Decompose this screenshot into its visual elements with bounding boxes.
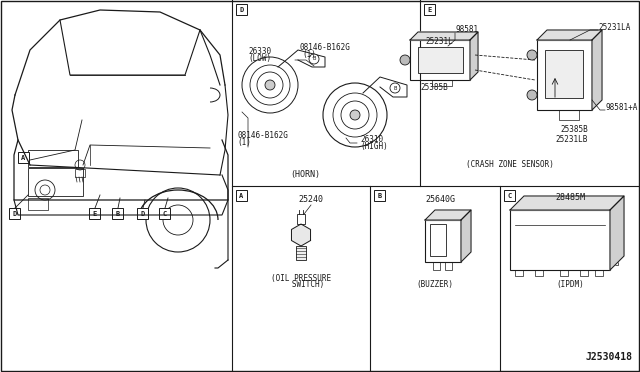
Circle shape [350, 110, 360, 120]
Circle shape [265, 80, 275, 90]
Bar [610, 228, 618, 237]
Text: 28485M: 28485M [555, 193, 585, 202]
Bar [610, 242, 618, 251]
Bar [424, 4, 435, 15]
Text: 26310: 26310 [360, 135, 383, 144]
Text: B: B [378, 192, 381, 199]
Bar [75, 169, 85, 177]
Polygon shape [291, 224, 310, 246]
Bar [18, 152, 29, 163]
Polygon shape [470, 32, 478, 80]
Bar [236, 4, 247, 15]
Text: (HIGH): (HIGH) [360, 142, 388, 151]
Text: SWITCH): SWITCH) [278, 280, 324, 289]
Text: (1): (1) [237, 138, 251, 147]
Text: 26330: 26330 [248, 48, 271, 57]
Text: (IPDM): (IPDM) [556, 280, 584, 289]
Text: D: D [140, 211, 145, 217]
Text: D: D [239, 6, 244, 13]
Bar [432, 80, 452, 86]
Text: 08146-B162G: 08146-B162G [237, 131, 288, 140]
Bar [297, 214, 305, 224]
Polygon shape [537, 30, 602, 40]
Circle shape [400, 55, 410, 65]
Text: (BUZZER): (BUZZER) [417, 280, 454, 289]
Bar [545, 50, 583, 98]
Bar [535, 270, 543, 276]
Text: C: C [508, 192, 511, 199]
Text: (OIL PRESSURE: (OIL PRESSURE [271, 273, 331, 282]
Bar [515, 270, 523, 276]
Polygon shape [425, 210, 471, 220]
Text: 25231L: 25231L [425, 38, 452, 46]
Bar [9, 208, 20, 219]
Bar [236, 190, 247, 201]
Bar [425, 220, 461, 262]
Polygon shape [461, 210, 471, 262]
Text: B: B [394, 86, 397, 90]
Bar [89, 208, 100, 219]
Text: 25231LB: 25231LB [555, 135, 588, 144]
Bar [374, 190, 385, 201]
Text: B: B [312, 57, 316, 61]
Text: A: A [239, 192, 244, 199]
Text: 25385B: 25385B [560, 125, 588, 135]
Text: (HORN): (HORN) [290, 170, 320, 180]
Bar [510, 210, 610, 270]
Text: (CRASH ZONE SENSOR): (CRASH ZONE SENSOR) [466, 160, 554, 170]
Text: J2530418: J2530418 [585, 352, 632, 362]
Circle shape [527, 50, 537, 60]
Text: E: E [92, 211, 97, 217]
Text: B: B [115, 211, 120, 217]
Text: D: D [12, 211, 17, 217]
Bar [137, 208, 148, 219]
Text: A: A [21, 154, 26, 160]
Circle shape [390, 83, 400, 93]
Bar [445, 262, 452, 270]
Bar [159, 208, 170, 219]
Bar [433, 262, 440, 270]
Polygon shape [410, 32, 478, 40]
Bar [28, 168, 83, 196]
Text: E: E [428, 6, 431, 13]
Bar [595, 270, 603, 276]
Text: (LOW): (LOW) [248, 55, 271, 64]
Text: 25240: 25240 [298, 196, 323, 205]
Bar [504, 190, 515, 201]
Text: 08146-B162G: 08146-B162G [300, 42, 351, 51]
Bar [418, 47, 463, 73]
Bar [580, 270, 588, 276]
Bar [296, 246, 306, 260]
Polygon shape [592, 30, 602, 110]
Bar [560, 270, 568, 276]
Bar [610, 214, 618, 223]
Bar [537, 40, 592, 110]
Polygon shape [510, 196, 624, 210]
Bar [430, 224, 446, 256]
Bar [410, 40, 470, 80]
Bar [112, 208, 123, 219]
Text: (1): (1) [302, 49, 316, 58]
Circle shape [309, 54, 319, 64]
Text: C: C [163, 211, 166, 217]
Text: 98581: 98581 [455, 26, 478, 35]
Bar [559, 110, 579, 120]
Text: 25385B: 25385B [420, 83, 448, 93]
Bar [28, 198, 48, 210]
Text: 25640G: 25640G [425, 196, 455, 205]
Polygon shape [610, 196, 624, 270]
Bar [28, 150, 78, 167]
Bar [610, 256, 618, 265]
Text: 25231LA: 25231LA [598, 23, 630, 32]
Circle shape [527, 90, 537, 100]
Text: 98581+A: 98581+A [605, 103, 637, 112]
